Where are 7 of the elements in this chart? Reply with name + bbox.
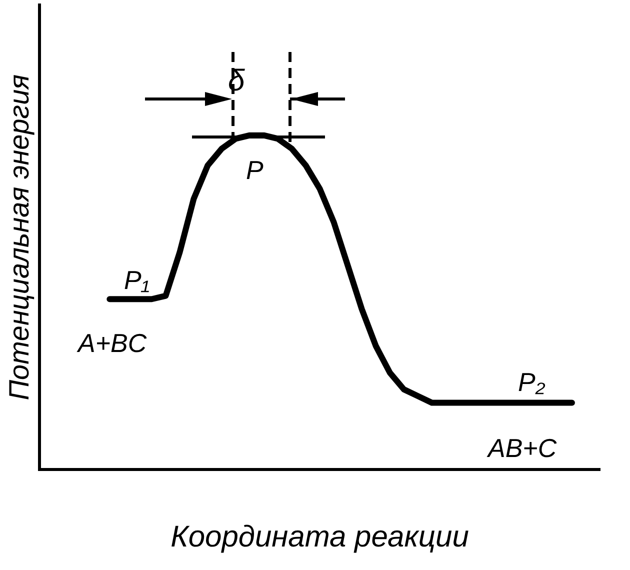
y-axis-title: Потенциальная энергия (4, 74, 35, 400)
annotation: P (246, 155, 264, 186)
annotation: P₁ (124, 265, 150, 296)
annotation: A+BC (76, 328, 147, 358)
annotation: AB+C (486, 433, 557, 464)
x-axis-title: Координата реакции (170, 520, 470, 554)
annotation: P₂ (518, 367, 546, 398)
